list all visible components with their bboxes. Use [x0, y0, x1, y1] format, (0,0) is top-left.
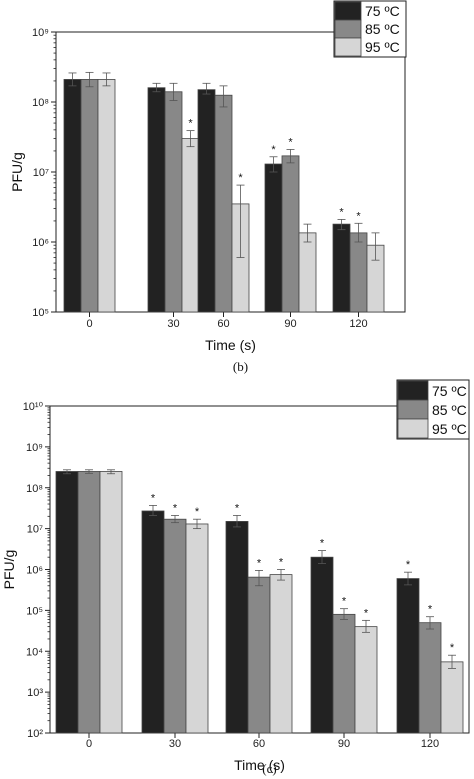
- bar: [164, 91, 183, 313]
- bar: [269, 574, 293, 734]
- significance-marker: *: [271, 144, 276, 156]
- bar: [247, 576, 271, 734]
- significance-marker: *: [235, 502, 240, 514]
- x-tick-label: 60: [253, 738, 265, 750]
- significance-marker: *: [342, 596, 347, 608]
- y-tick-label: 10⁹: [26, 442, 43, 454]
- x-tick-label: 120: [421, 738, 439, 750]
- significance-marker: *: [406, 559, 411, 571]
- significance-marker: *: [238, 172, 243, 184]
- significance-marker: *: [195, 506, 200, 518]
- legend-label: 75 ºC: [365, 3, 400, 19]
- y-tick-label: 10¹⁰: [23, 401, 44, 413]
- bar: [440, 661, 464, 734]
- bar: [97, 79, 116, 313]
- bar: [264, 163, 283, 313]
- y-tick-label: 10⁷: [33, 167, 49, 179]
- y-tick-label: 10³: [27, 687, 43, 699]
- significance-marker: *: [450, 642, 455, 654]
- bar: [63, 79, 82, 313]
- y-tick-label: 10⁸: [32, 97, 49, 109]
- bar: [332, 223, 351, 313]
- bar: [418, 622, 442, 734]
- x-tick-label: 30: [167, 318, 179, 330]
- x-tick-label: 0: [86, 318, 92, 330]
- bar: [80, 79, 99, 313]
- y-axis-label: PFU/g: [1, 550, 17, 590]
- bar: [298, 232, 317, 313]
- significance-marker: *: [279, 557, 284, 569]
- x-axis-label: Time (s): [234, 757, 285, 773]
- bar: [396, 578, 420, 734]
- legend-label: 85 ºC: [365, 21, 400, 37]
- bar: [310, 556, 334, 734]
- bar: [77, 471, 101, 734]
- legend: 75 ºC 85 ºC 95 ºC: [396, 379, 470, 440]
- y-tick-label: 10²: [27, 728, 43, 740]
- bar: [163, 518, 187, 734]
- y-tick-label: 10⁸: [26, 483, 43, 495]
- y-axis-label: PFU/g: [9, 152, 25, 192]
- y-tick-label: 10⁵: [26, 605, 43, 617]
- bar: [181, 138, 200, 313]
- significance-marker: *: [257, 557, 262, 569]
- bar: [354, 626, 378, 734]
- bar: [147, 87, 166, 313]
- chart-b: 10⁵ 10⁶ 10⁷ 10⁸ 10⁹ 0 30 * 60 * 90 * * 120 * * Time (s) P…: [9, 0, 407, 374]
- significance-marker: *: [339, 206, 344, 218]
- legend-label: 75 ºC: [432, 383, 467, 399]
- x-tick-label: 90: [284, 318, 296, 330]
- significance-marker: *: [173, 502, 178, 514]
- bar: [185, 523, 209, 734]
- x-tick-label: 120: [349, 318, 367, 330]
- significance-marker: *: [288, 136, 293, 148]
- y-tick-label: 10⁹: [32, 27, 49, 39]
- legend-swatch: [397, 399, 429, 420]
- bar: [332, 613, 356, 734]
- legend-swatch: [334, 1, 362, 21]
- legend-label: 95 ºC: [365, 39, 400, 55]
- legend-swatch: [397, 418, 429, 439]
- figure-caption: (c): [262, 761, 276, 776]
- bar: [197, 89, 216, 313]
- y-tick-label: 10⁶: [26, 565, 43, 577]
- x-axis-label: Time (s): [205, 337, 256, 353]
- x-tick-label: 90: [338, 738, 350, 750]
- significance-marker: *: [188, 118, 193, 130]
- significance-marker: *: [356, 210, 361, 222]
- legend-swatch: [334, 19, 362, 39]
- y-tick-label: 10⁷: [27, 524, 43, 536]
- legend-swatch: [334, 37, 362, 57]
- x-tick-label: 60: [217, 318, 229, 330]
- x-tick-label: 0: [86, 738, 92, 750]
- x-tick-label: 30: [169, 738, 181, 750]
- bar: [225, 521, 249, 734]
- bar: [349, 232, 368, 313]
- bar: [141, 510, 165, 734]
- legend: 75 ºC 85 ºC 95 ºC: [333, 0, 407, 58]
- figure-caption: (b): [233, 359, 248, 374]
- bar: [214, 94, 233, 313]
- significance-marker: *: [320, 538, 325, 550]
- bar: [55, 471, 79, 734]
- y-tick-label: 10⁵: [32, 307, 49, 319]
- significance-marker: *: [151, 492, 156, 504]
- bar: [99, 471, 123, 734]
- legend-swatch: [397, 380, 429, 401]
- y-tick-label: 10⁴: [26, 646, 43, 658]
- significance-marker: *: [364, 607, 369, 619]
- y-tick-label: 10⁶: [32, 237, 49, 249]
- bar: [281, 155, 300, 313]
- chart-c: 10² 10³ 10⁴ 10⁵ 10⁶ 10⁷ 10⁸ 10⁹ 10¹⁰ 0 30 * * * 60 * * * 9…: [1, 379, 470, 776]
- legend-label: 95 ºC: [432, 421, 467, 437]
- significance-marker: *: [428, 604, 433, 616]
- legend-label: 85 ºC: [432, 402, 467, 418]
